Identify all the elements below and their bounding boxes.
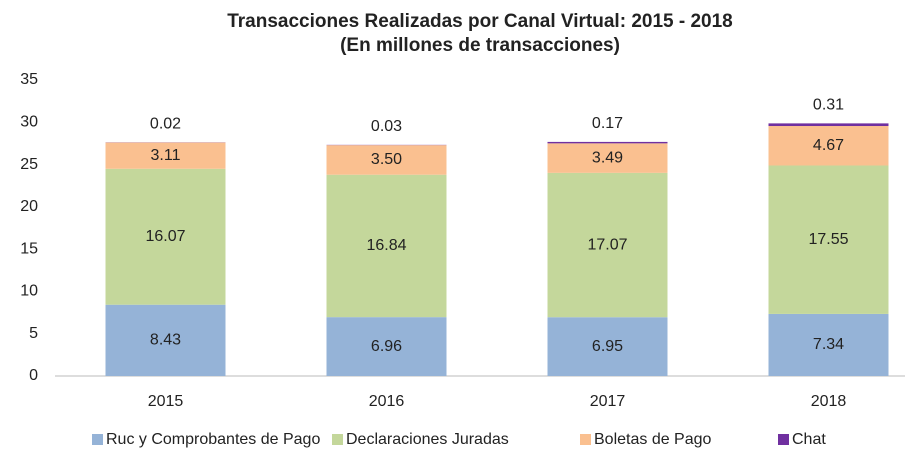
bar-segment xyxy=(105,142,226,169)
y-tick-label: 20 xyxy=(20,198,38,215)
data-label: 3.50 xyxy=(371,151,402,168)
bar-segment xyxy=(326,174,447,318)
y-tick-label: 35 xyxy=(20,71,38,88)
bar-segment xyxy=(105,304,226,376)
bar-segment xyxy=(326,145,447,175)
bar-segment xyxy=(547,141,668,144)
data-label: 0.03 xyxy=(371,118,402,135)
legend-label: Declaraciones Juradas xyxy=(346,431,509,448)
data-label: 16.84 xyxy=(366,237,406,254)
bar-segment xyxy=(768,123,889,127)
bar-segment xyxy=(326,317,447,376)
data-label: 0.31 xyxy=(813,97,844,114)
data-label: 6.96 xyxy=(371,338,402,355)
y-tick-label: 30 xyxy=(20,114,38,131)
x-tick-label: 2016 xyxy=(369,393,405,410)
chart-title: Transacciones Realizadas por Canal Virtu… xyxy=(227,11,733,32)
x-tick-label: 2018 xyxy=(811,393,847,410)
data-label: 17.07 xyxy=(587,236,627,253)
y-tick-label: 15 xyxy=(20,240,38,257)
data-label: 3.49 xyxy=(592,149,623,166)
bar-segment xyxy=(105,168,226,305)
x-tick-label: 2015 xyxy=(148,393,184,410)
y-tick-label: 10 xyxy=(20,283,38,300)
y-tick-label: 0 xyxy=(29,367,38,384)
data-label: 7.34 xyxy=(813,336,844,353)
data-label: 0.17 xyxy=(592,115,623,132)
legend-label: Boletas de Pago xyxy=(594,431,712,448)
bar-segment xyxy=(547,317,668,376)
x-tick-label: 2017 xyxy=(590,393,626,410)
bar-segment xyxy=(547,143,668,173)
legend-swatch xyxy=(92,434,103,445)
legend-label: Ruc y Comprobantes de Pago xyxy=(106,431,320,448)
data-label: 0.02 xyxy=(150,116,181,133)
data-label: 4.67 xyxy=(813,137,844,154)
legend-label: Chat xyxy=(792,431,826,448)
legend-swatch xyxy=(580,434,591,445)
bar-segment xyxy=(768,126,889,166)
data-label: 6.95 xyxy=(592,338,623,355)
bar-segment xyxy=(547,172,668,318)
legend-swatch xyxy=(778,434,789,445)
legend-swatch xyxy=(332,434,343,445)
data-label: 8.43 xyxy=(150,332,181,349)
data-label: 3.11 xyxy=(151,147,181,164)
bar-segment xyxy=(768,313,889,376)
y-tick-label: 5 xyxy=(29,325,38,342)
y-tick-label: 25 xyxy=(20,156,38,173)
chart-subtitle: (En millones de transacciones) xyxy=(340,35,620,56)
bar-segment xyxy=(768,165,889,314)
data-label: 17.55 xyxy=(808,231,848,248)
data-label: 16.07 xyxy=(145,228,185,245)
